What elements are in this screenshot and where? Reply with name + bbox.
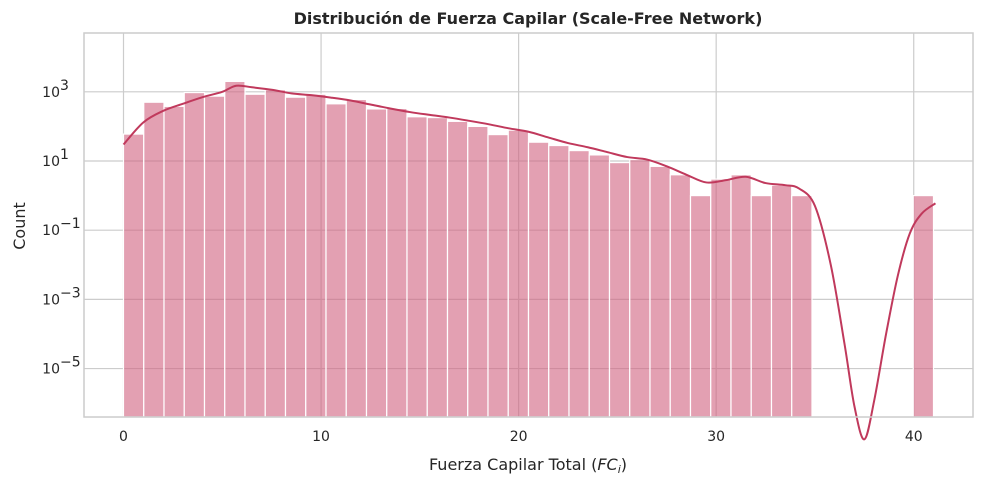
histogram-bar — [548, 144, 570, 418]
histogram-bar — [629, 158, 651, 418]
kde-line — [122, 84, 937, 441]
x-tick-label: 30 — [707, 429, 725, 445]
y-axis-label: Count — [10, 202, 29, 250]
x-tick-label: 20 — [510, 429, 528, 445]
histogram-bar — [730, 174, 752, 418]
histogram-bar — [770, 184, 793, 418]
y-tick-exponent: −1 — [60, 216, 81, 232]
histogram-bar — [365, 108, 388, 418]
histogram-bar — [122, 133, 145, 418]
histogram-bar — [710, 178, 732, 418]
x-tick-label: 40 — [905, 429, 923, 445]
histogram-bar — [244, 93, 266, 418]
histogram-bar — [649, 165, 671, 418]
bars-layer — [122, 80, 935, 418]
histogram-bar — [507, 129, 530, 418]
histogram-bar — [224, 80, 246, 418]
x-axis-label: Fuerza Capilar Total (FCi) — [429, 455, 627, 476]
histogram-bar — [284, 96, 307, 418]
histogram-bar — [325, 103, 347, 418]
y-tick-exponent: 3 — [60, 78, 69, 94]
histogram-bar — [143, 101, 165, 418]
histogram-bar — [406, 116, 428, 418]
y-tick-label: 10 — [42, 154, 60, 170]
histogram-bar — [791, 194, 813, 418]
y-tick-exponent: −5 — [60, 355, 81, 371]
histogram-bar — [689, 194, 712, 418]
histogram-bar — [264, 89, 287, 418]
histogram-bar — [446, 120, 469, 418]
x-axis-label-close: ) — [621, 455, 627, 474]
histogram-bar — [669, 174, 692, 418]
y-tick-label: 10 — [42, 362, 60, 378]
histogram-bar — [203, 95, 226, 418]
x-tick-label: 0 — [119, 429, 128, 445]
y-tick-label: 10 — [42, 292, 60, 308]
y-tick-exponent: −3 — [60, 285, 81, 301]
histogram-bar — [912, 194, 935, 418]
histogram-bar — [305, 93, 327, 418]
histogram-bar — [467, 125, 489, 418]
y-tick-exponent: 1 — [60, 147, 69, 163]
y-tick-label: 10 — [42, 85, 60, 101]
x-axis-label-var: FC — [597, 455, 618, 474]
histogram-bar — [426, 116, 449, 418]
histogram-bar — [588, 154, 611, 418]
histogram-bar — [183, 91, 206, 418]
histogram-bar — [163, 105, 185, 418]
y-tick-label: 10 — [42, 223, 60, 239]
x-axis-label-sub: i — [618, 463, 621, 476]
histogram-bar — [345, 98, 368, 418]
plot-frame — [83, 32, 974, 418]
histogram-bar — [487, 133, 509, 418]
histogram-bar — [608, 161, 631, 418]
histogram-bar — [386, 107, 408, 418]
x-tick-labels: 0 10 20 30 40 — [119, 429, 923, 445]
chart-title: Distribución de Fuerza Capilar (Scale-Fr… — [294, 9, 763, 28]
x-axis-label-main: Fuerza Capilar Total ( — [429, 455, 597, 474]
histogram-bar — [750, 194, 773, 418]
histogram-bar — [527, 141, 550, 418]
histogram-bar — [568, 149, 590, 418]
x-tick-label: 10 — [312, 429, 330, 445]
